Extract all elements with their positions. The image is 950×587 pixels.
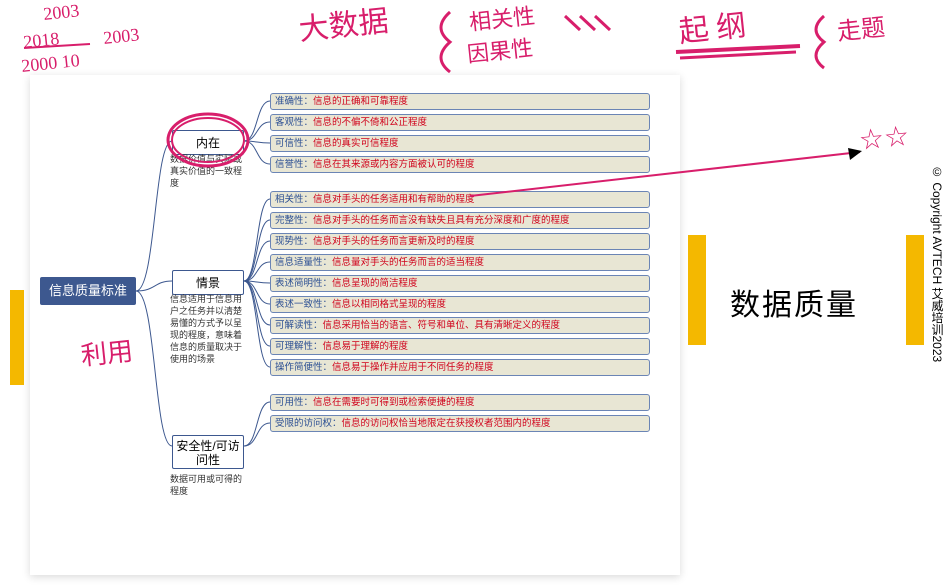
leaf-val: 信息对手头的任务而言没有缺失且具有充分深度和广度的程度 <box>313 215 570 226</box>
leaf-key: 操作简便性： <box>275 362 332 373</box>
diagram-slide: 信息质量标准 内在数据价值与实际或真实价值的一致程度情景信息适用于信息用户之任务… <box>30 75 680 575</box>
leaf-row: 可理解性：信息易于理解的程度 <box>270 338 650 355</box>
leaf-row: 信息适量性：信息量对手头的任务而言的适当程度 <box>270 254 650 271</box>
leaf-row: 可用性：信息在需要时可得到或检索便捷的程度 <box>270 394 650 411</box>
mid-node-1: 情景 <box>172 270 244 295</box>
svg-text:因果性: 因果性 <box>466 35 534 67</box>
svg-text:2003: 2003 <box>102 24 140 48</box>
leaf-row: 准确性：信息的正确和可靠程度 <box>270 93 650 110</box>
leaf-key: 可用性： <box>275 397 313 408</box>
slide-topic: 数据质量 <box>730 280 858 324</box>
mid-desc-0: 数据价值与实际或真实价值的一致程度 <box>170 153 248 189</box>
leaf-val: 信息的真实可信程度 <box>313 138 399 149</box>
leaf-val: 信息呈现的简洁程度 <box>332 278 418 289</box>
leaf-row: 可信性：信息的真实可信程度 <box>270 135 650 152</box>
svg-text:大数据: 大数据 <box>297 5 390 47</box>
gold-bar-left <box>10 290 24 385</box>
leaf-val: 信息采用恰当的语言、符号和单位、具有清晰定义的程度 <box>323 320 561 331</box>
leaf-val: 信息对手头的任务适用和有帮助的程度 <box>313 194 475 205</box>
svg-text:2003: 2003 <box>42 0 80 24</box>
root-node: 信息质量标准 <box>40 277 136 305</box>
leaf-row: 完整性：信息对手头的任务而言没有缺失且具有充分深度和广度的程度 <box>270 212 650 229</box>
leaf-key: 客观性： <box>275 117 313 128</box>
leaf-row: 现势性：信息对手头的任务而言更新及时的程度 <box>270 233 650 250</box>
leaf-key: 可理解性： <box>275 341 323 352</box>
leaf-val: 信息易于理解的程度 <box>323 341 409 352</box>
leaf-key: 表述一致性： <box>275 299 332 310</box>
leaf-key: 相关性： <box>275 194 313 205</box>
leaf-row: 表述简明性：信息呈现的简洁程度 <box>270 275 650 292</box>
copyright-text: © Copyright AVTECH 艾威培训2023 <box>929 165 946 362</box>
leaf-key: 准确性： <box>275 96 313 107</box>
leaf-key: 现势性： <box>275 236 313 247</box>
leaf-key: 受限的访问权： <box>275 418 342 429</box>
mid-desc-1: 信息适用于信息用户之任务并以清楚易懂的方式予以呈现的程度，意味着信息的质量取决于… <box>170 293 248 365</box>
leaf-row: 信誉性：信息在其来源或内容方面被认可的程度 <box>270 156 650 173</box>
svg-text:相关性: 相关性 <box>468 3 536 35</box>
leaf-row: 操作简便性：信息易于操作并应用于不同任务的程度 <box>270 359 650 376</box>
leaf-row: 客观性：信息的不偏不倚和公正程度 <box>270 114 650 131</box>
leaf-val: 信息对手头的任务而言更新及时的程度 <box>313 236 475 247</box>
leaf-key: 可信性： <box>275 138 313 149</box>
svg-text:2000 10: 2000 10 <box>20 50 80 76</box>
mid-desc-2: 数据可用或可得的程度 <box>170 473 248 497</box>
leaf-row: 表述一致性：信息以相同格式呈现的程度 <box>270 296 650 313</box>
leaf-row: 受限的访问权：信息的访问权恰当地限定在获授权者范围内的程度 <box>270 415 650 432</box>
leaf-row: 可解读性：信息采用恰当的语言、符号和单位、具有清晰定义的程度 <box>270 317 650 334</box>
leaf-val: 信息在其来源或内容方面被认可的程度 <box>313 159 475 170</box>
leaf-val: 信息的正确和可靠程度 <box>313 96 408 107</box>
svg-text:走题: 走题 <box>836 14 887 46</box>
leaf-key: 可解读性： <box>275 320 323 331</box>
gold-bar-right-1 <box>688 235 706 345</box>
svg-text:2018: 2018 <box>22 28 60 52</box>
leaf-key: 表述简明性： <box>275 278 332 289</box>
leaf-val: 信息量对手头的任务而言的适当程度 <box>332 257 484 268</box>
mid-node-0: 内在 <box>172 130 244 155</box>
leaf-val: 信息以相同格式呈现的程度 <box>332 299 446 310</box>
leaf-key: 信誉性： <box>275 159 313 170</box>
mid-node-2: 安全性/可访问性 <box>172 435 244 469</box>
leaf-key: 信息适量性： <box>275 257 332 268</box>
leaf-val: 信息的不偏不倚和公正程度 <box>313 117 427 128</box>
leaf-val: 信息在需要时可得到或检索便捷的程度 <box>313 397 475 408</box>
svg-text:☆☆: ☆☆ <box>857 121 910 157</box>
leaf-key: 完整性： <box>275 215 313 226</box>
leaf-val: 信息的访问权恰当地限定在获授权者范围内的程度 <box>342 418 551 429</box>
leaf-row: 相关性：信息对手头的任务适用和有帮助的程度 <box>270 191 650 208</box>
leaf-val: 信息易于操作并应用于不同任务的程度 <box>332 362 494 373</box>
gold-bar-right-2 <box>906 235 924 345</box>
svg-text:起 纲: 起 纲 <box>677 9 748 49</box>
